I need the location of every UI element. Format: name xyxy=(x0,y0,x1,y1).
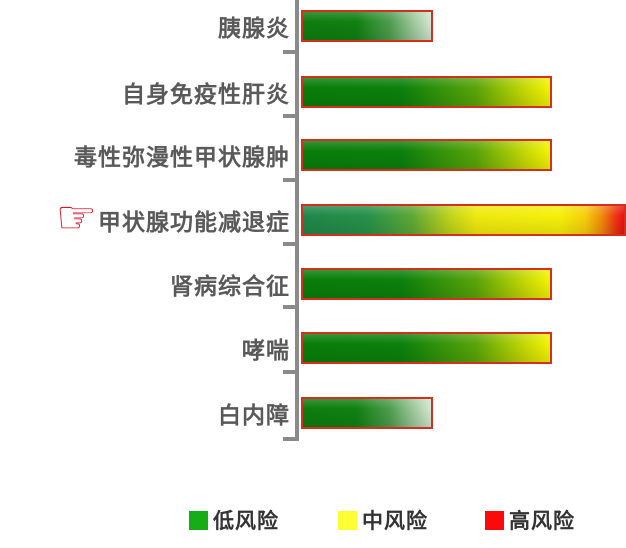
chart-row: 哮喘 xyxy=(0,332,626,364)
legend-label: 中风险 xyxy=(362,510,428,533)
legend-swatch-high-icon xyxy=(485,510,504,530)
chart-row: 肾病综合征 xyxy=(0,268,626,300)
risk-bar xyxy=(301,268,552,300)
legend-swatch-medium-icon xyxy=(338,510,357,530)
axis-tick xyxy=(283,178,296,182)
category-label-text: 自身免疫性肝炎 xyxy=(122,81,290,107)
category-label-text: 哮喘 xyxy=(242,337,290,363)
chart-row: 自身免疫性肝炎 xyxy=(0,76,626,108)
legend-item-high-risk: 高风险 xyxy=(485,505,575,535)
legend: 低风险 中风险 高风险 xyxy=(0,505,626,535)
risk-bar xyxy=(301,397,433,429)
chart-row: 毒性弥漫性甲状腺肿 xyxy=(0,139,626,171)
category-label-text: 肾病综合征 xyxy=(170,273,290,299)
chart-row: 胰腺炎 xyxy=(0,10,626,42)
category-label: 毒性弥漫性甲状腺肿 xyxy=(0,139,290,171)
category-label-text: 白内障 xyxy=(218,402,290,428)
risk-bar xyxy=(301,76,552,108)
risk-bar xyxy=(301,139,552,171)
category-label: 胰腺炎 xyxy=(0,10,290,42)
category-label-text: 毒性弥漫性甲状腺肿 xyxy=(74,144,290,170)
category-label: 自身免疫性肝炎 xyxy=(0,76,290,108)
category-label: 哮喘 xyxy=(0,332,290,364)
axis-tick xyxy=(283,114,296,118)
category-label: ☞ 甲状腺功能减退症 xyxy=(0,190,290,244)
axis-tick xyxy=(283,437,296,441)
category-axis-line xyxy=(295,0,299,441)
pointing-hand-icon: ☞ xyxy=(55,190,97,244)
axis-tick xyxy=(283,242,296,246)
risk-bar xyxy=(301,10,433,42)
legend-label: 低风险 xyxy=(213,510,279,533)
legend-item-low-risk: 低风险 xyxy=(189,505,279,535)
legend-swatch-low-icon xyxy=(189,510,208,530)
category-label-text: 甲状腺功能减退症 xyxy=(98,209,290,235)
axis-tick xyxy=(283,50,296,54)
chart-row-highlighted: ☞ 甲状腺功能减退症 xyxy=(0,190,626,244)
risk-bar xyxy=(301,204,626,236)
axis-tick xyxy=(283,305,296,309)
legend-label: 高风险 xyxy=(509,510,575,533)
risk-bar xyxy=(301,332,552,364)
legend-item-medium-risk: 中风险 xyxy=(338,505,428,535)
category-label: 白内障 xyxy=(0,397,290,429)
axis-tick xyxy=(283,370,296,374)
category-label: 肾病综合征 xyxy=(0,268,290,300)
chart-row: 白内障 xyxy=(0,397,626,429)
category-label-text: 胰腺炎 xyxy=(218,15,290,41)
